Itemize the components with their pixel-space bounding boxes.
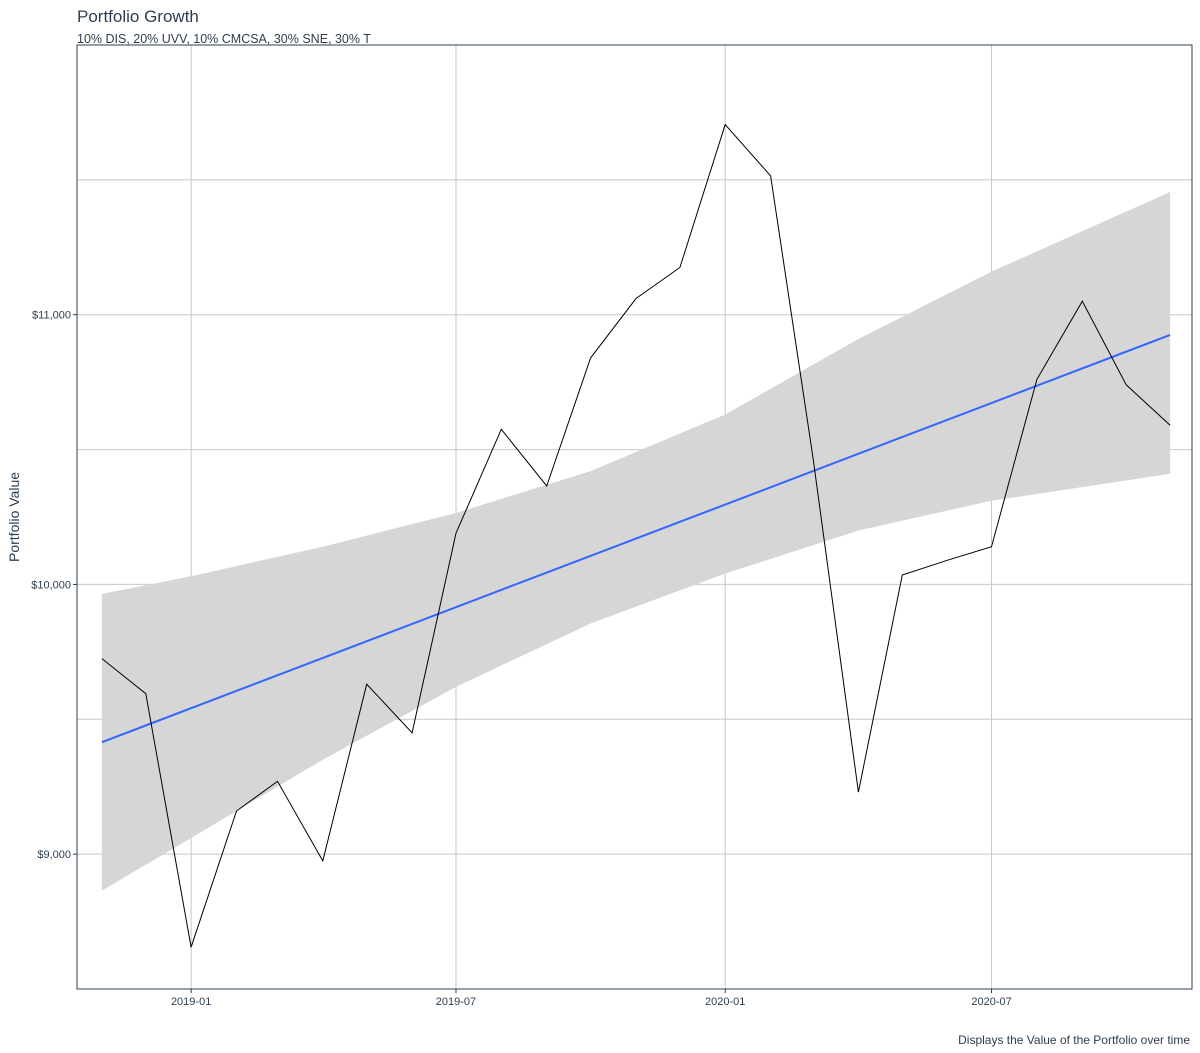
x-tick-label: 2020-01 <box>705 996 745 1008</box>
panel-border <box>76 44 1193 990</box>
trend-line-layer <box>101 334 1171 744</box>
chart-caption: Displays the Value of the Portfolio over… <box>958 1033 1190 1047</box>
y-tick-label: $11,000 <box>32 310 71 322</box>
portfolio-value-line <box>101 123 1171 948</box>
x-axis-ticks: 2019-01 2019-07 2020-01 2020-07 <box>171 989 1012 1008</box>
trend-line <box>101 334 1171 744</box>
chart-title: Portfolio Growth <box>77 7 199 26</box>
portfolio-line-layer <box>101 123 1171 948</box>
y-tick-label: $10,000 <box>31 579 71 591</box>
x-tick-label: 2020-07 <box>971 996 1011 1008</box>
y-tick-label: $9,000 <box>37 849 71 861</box>
chart-subtitle: 10% DIS, 20% UVV, 10% CMCSA, 30% SNE, 30… <box>77 32 371 46</box>
x-tick-label: 2019-01 <box>171 996 211 1008</box>
x-tick-label: 2019-07 <box>436 996 476 1008</box>
y-axis-label: Portfolio Value <box>6 472 22 562</box>
confidence-band <box>101 192 1171 891</box>
y-axis-ticks: $9,000 $10,000 $11,000 <box>31 310 77 861</box>
confidence-band-layer <box>101 192 1171 891</box>
